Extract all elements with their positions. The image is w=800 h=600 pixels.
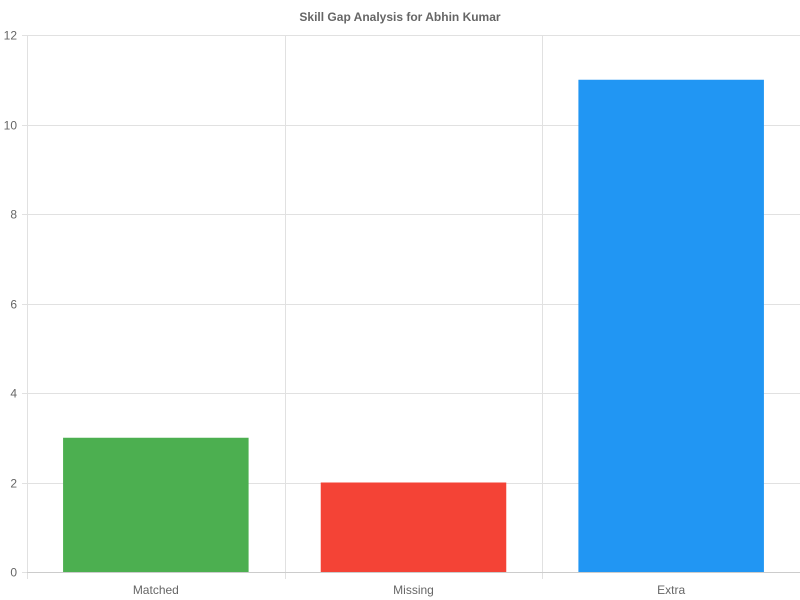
y-tick-label: 2 [10,477,17,491]
y-tick-label: 8 [10,208,17,222]
chart-title: Skill Gap Analysis for Abhin Kumar [299,10,500,24]
y-tick-label: 10 [4,119,18,133]
bars [63,79,764,572]
y-tick-label: 4 [10,387,17,401]
bar-missing [320,482,507,572]
bar-matched [63,437,249,572]
y-tick-label: 12 [4,29,18,43]
y-tick-label: 6 [10,298,17,312]
x-tick-label: Missing [393,583,434,597]
x-tick-label: Extra [657,583,685,597]
y-tick-label: 0 [10,566,17,580]
x-tick-label: Matched [133,583,179,597]
axes: 0 2 4 6 8 10 12 Matched Missing Extra [4,29,800,597]
bar-extra [578,79,764,572]
